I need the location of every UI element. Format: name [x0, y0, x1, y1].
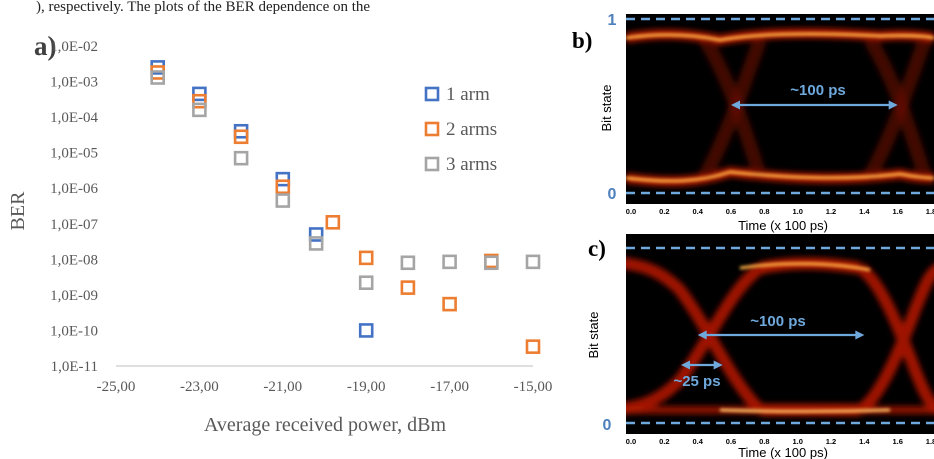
arrow-head-right: [855, 330, 865, 340]
point-series-1: [308, 227, 324, 242]
panel-b-label: b): [572, 28, 592, 53]
point-series-1: [275, 171, 291, 187]
legend-marker: [424, 156, 440, 172]
point-series-2: [233, 129, 249, 145]
x-tick-label: -15,00: [514, 379, 553, 395]
point-series-2: [358, 250, 374, 266]
eye-x-tick-label: 1.8: [926, 437, 934, 446]
point-series-2: [525, 339, 541, 354]
caption-fragment: ), respectively. The plots of the BER de…: [36, 0, 370, 15]
y-tick-label: 1,0E-07: [50, 217, 98, 233]
eye-x-tick-label: 0.2: [659, 207, 669, 216]
legend-marker: [424, 121, 440, 137]
point-series-2: [442, 296, 457, 312]
eye-c-x-title: Time (x 100 ps): [738, 445, 828, 459]
x-tick-label: -23,00: [180, 379, 219, 395]
y-axis-title: BER: [7, 191, 29, 231]
x-tick-label: -21,00: [263, 379, 302, 395]
eye-x-tick-label: 1.8: [926, 207, 934, 216]
level-0-label-c: 0: [603, 417, 612, 434]
eye-b-x-ticks: 0.0 0.2 0.4 0.6 0.8 1.0 1.2 1.4 1.6 1.8: [626, 207, 934, 216]
eye-x-tick-label: 0.8: [759, 437, 769, 446]
eye-x-tick-label: 0.4: [692, 437, 703, 446]
eye-x-tick-label: 0.0: [626, 437, 636, 446]
point-series-2: [400, 280, 416, 295]
x-axis-title: Average received power, dBm: [204, 414, 446, 436]
point-series-1: [358, 323, 374, 338]
arrow-head-left: [697, 330, 707, 340]
point-series-3: [400, 255, 416, 271]
eye-b-y-title: Bit state: [599, 85, 614, 132]
legend: 1 arm 2 arms 3 arms: [424, 84, 497, 175]
panel-b: b) 1 0 Bit state 0.0 0.2 0.4 0.6 0.8 1.0 1.2 1.…: [572, 12, 934, 233]
panel-c: c) 0 Bit state 0.0 0.2 0.4 0.6 0.8 1.0 1.2 1.4 1…: [586, 234, 934, 459]
y-tick-label: 1,0E-05: [50, 146, 98, 162]
point-series-3: [358, 275, 374, 291]
eye-x-tick-label: 1.6: [892, 437, 902, 446]
panel-c-label: c): [588, 236, 606, 261]
level-0-label: 0: [608, 186, 617, 203]
y-axis-ticks: 1,0E-02 1,0E-03 1,0E-04 1,0E-05 1,0E-06 1,0E-…: [50, 39, 98, 375]
eye-c-annotations: ~100 ps ~25 ps: [673, 313, 865, 390]
point-series-3: [525, 254, 541, 270]
x-axis-ticks: -25,00 -23,00 -21,00 -19,00 -17,00 -15,00: [97, 379, 553, 395]
point-series-3: [233, 150, 249, 166]
eye-x-tick-label: 0.0: [626, 207, 636, 216]
y-tick-label: 1,0E-02: [50, 39, 98, 55]
y-tick-label: 1,0E-11: [51, 359, 98, 375]
eye-x-tick-label: 0.6: [726, 207, 736, 216]
eye-x-tick-label: 0.8: [759, 207, 769, 216]
x-tick-label: -25,00: [97, 379, 136, 395]
level-1-label: 1: [608, 12, 617, 29]
y-tick-label: 1,0E-09: [50, 288, 98, 304]
scatter-points: [150, 60, 541, 354]
point-series-2: [192, 93, 207, 109]
eye-x-tick-label: 1.4: [859, 207, 870, 216]
x-tick-label: -17,00: [430, 379, 469, 395]
panel-a: a) 1,0E-021,0E-031,0E-041,0E-051,0E-061,…: [7, 31, 552, 436]
eye-x-tick-label: 1.0: [792, 437, 802, 446]
x-tick-label: -19,00: [347, 379, 386, 395]
eye-b-annotations: ~100 ps: [731, 82, 898, 110]
eye-x-tick-label: 1.6: [892, 207, 902, 216]
arrow-head-right: [888, 100, 898, 110]
eye-c-y-title: Bit state: [586, 312, 601, 359]
arrow-head-left: [731, 100, 740, 110]
y-tick-label: 1,0E-03: [50, 75, 98, 91]
annotation-label: ~25 ps: [673, 373, 720, 390]
y-tick-label: 1,0E-06: [50, 181, 98, 197]
eye-x-tick-label: 0.4: [692, 207, 703, 216]
point-series-3: [192, 102, 207, 118]
eye-x-tick-label: 1.4: [859, 437, 870, 446]
y-tick-label: 1,0E-04: [50, 110, 98, 126]
y-tick-label: 1,0E-08: [50, 252, 98, 268]
eye-x-tick-label: 1.2: [826, 207, 836, 216]
point-series-2: [325, 215, 341, 230]
eye-x-tick-label: 1.2: [826, 437, 836, 446]
arrow-head-left: [681, 360, 690, 370]
point-series-3: [442, 254, 457, 270]
point-series-3: [483, 255, 499, 271]
annotation-label: ~100 ps: [790, 82, 845, 99]
eye-c-x-ticks: 0.0 0.2 0.4 0.6 0.8 1.0 1.2 1.4 1.6 1.8: [626, 437, 934, 446]
point-series-2: [275, 179, 291, 195]
point-series-3: [150, 70, 165, 85]
legend-label: 1 arm: [446, 84, 490, 105]
legend-marker: [424, 86, 440, 102]
panel-a-label: a): [34, 31, 57, 61]
legend-label: 2 arms: [446, 119, 497, 140]
point-series-3: [308, 236, 324, 251]
eye-c-traces: [626, 257, 934, 417]
arrow-head-right: [713, 360, 723, 370]
point-series-3: [275, 193, 291, 208]
eye-b-x-title: Time (x 100 ps): [738, 218, 828, 233]
y-tick-label: 1,0E-10: [50, 323, 98, 339]
eye-x-tick-label: 0.2: [659, 437, 669, 446]
legend-label: 3 arms: [446, 154, 497, 175]
annotation-label: ~100 ps: [750, 313, 805, 330]
eye-x-tick-label: 1.0: [792, 207, 802, 216]
point-series-1: [192, 86, 207, 102]
eye-x-tick-label: 0.6: [726, 437, 736, 446]
